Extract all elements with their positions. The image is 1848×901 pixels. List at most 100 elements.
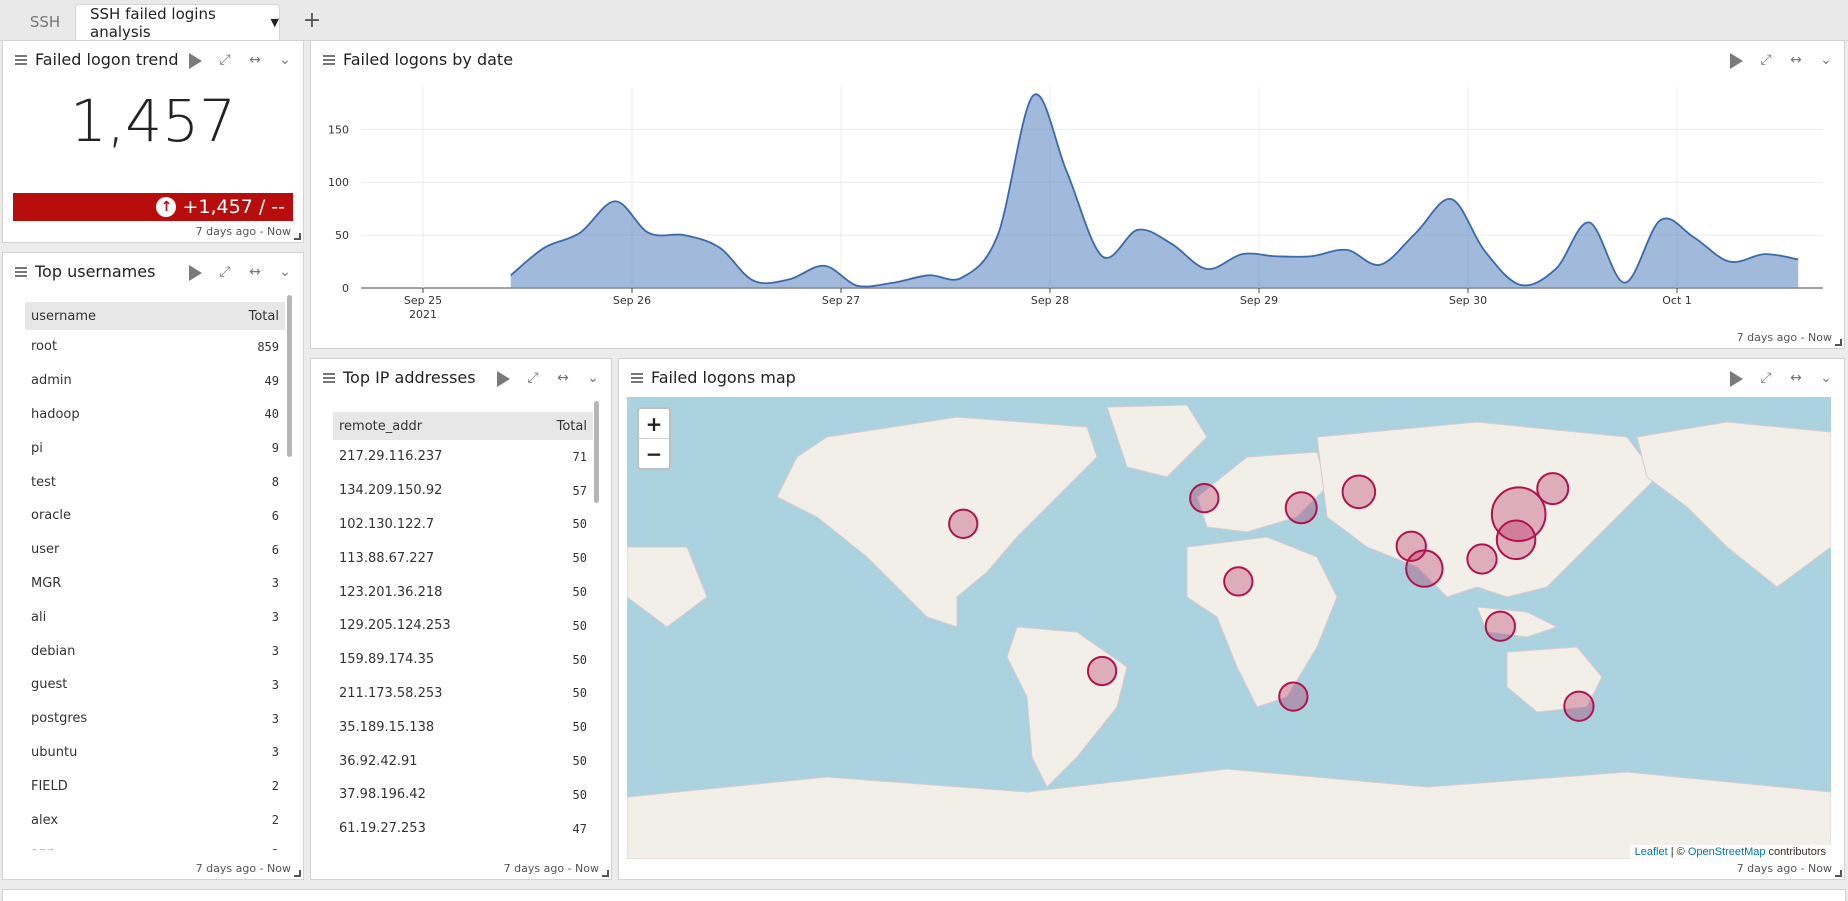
cell-total: 3 xyxy=(271,576,279,591)
cell-total: 6 xyxy=(271,508,279,523)
column-header-total[interactable]: Total xyxy=(526,412,593,440)
leaflet-link[interactable]: Leaflet xyxy=(1634,846,1668,858)
table-row[interactable]: debian 3 xyxy=(25,634,285,668)
chevron-down-icon: ⌄ xyxy=(587,370,599,386)
map-marker[interactable] xyxy=(1495,519,1537,561)
map-marker[interactable] xyxy=(948,508,979,539)
table-row[interactable]: pi 9 xyxy=(25,431,285,465)
tab-ssh[interactable]: SSH xyxy=(20,4,70,40)
table-row[interactable]: hadoop 40 xyxy=(25,398,285,432)
table-row[interactable]: 159.89.174.35 50 xyxy=(333,643,593,677)
table-row[interactable]: 113.88.67.227 50 xyxy=(333,541,593,575)
map-marker[interactable] xyxy=(1536,472,1570,506)
usernames-scrollbar[interactable] xyxy=(287,295,292,457)
table-row[interactable]: postgres 3 xyxy=(25,702,285,736)
zoom-out-button[interactable]: − xyxy=(639,438,669,468)
drag-handle-icon[interactable] xyxy=(631,373,643,383)
resize-width-button[interactable]: ↔ xyxy=(553,368,573,388)
table-row[interactable]: 217.29.116.237 71 xyxy=(333,440,593,474)
panel-menu-button[interactable]: ⌄ xyxy=(275,262,295,282)
run-button[interactable] xyxy=(185,50,205,70)
run-button[interactable] xyxy=(1726,50,1746,70)
map-marker[interactable] xyxy=(1086,655,1118,687)
resize-width-button[interactable]: ↔ xyxy=(245,262,265,282)
map-marker[interactable] xyxy=(1341,474,1377,510)
panel-menu-button[interactable]: ⌄ xyxy=(1816,50,1836,70)
table-row[interactable]: app2 xyxy=(25,837,285,850)
table-row[interactable]: 102.130.122.7 50 xyxy=(333,508,593,542)
add-tab-button[interactable]: + xyxy=(302,8,322,33)
drag-handle-icon[interactable] xyxy=(15,55,27,65)
zoom-in-button[interactable]: + xyxy=(645,411,663,436)
map-marker[interactable] xyxy=(1563,690,1595,722)
column-header-total[interactable]: Total xyxy=(192,302,285,330)
table-row[interactable]: admin 49 xyxy=(25,364,285,398)
table-row[interactable]: ali 3 xyxy=(25,600,285,634)
drag-handle-icon[interactable] xyxy=(323,55,335,65)
table-row[interactable]: 123.201.36.218 50 xyxy=(333,575,593,609)
table-row[interactable]: oracle 6 xyxy=(25,499,285,533)
panel-menu-button[interactable]: ⌄ xyxy=(1816,368,1836,388)
table-row[interactable]: FIELD 2 xyxy=(25,769,285,803)
table-row[interactable]: alex 2 xyxy=(25,803,285,837)
map-marker[interactable] xyxy=(1466,543,1498,575)
resize-width-button[interactable]: ↔ xyxy=(245,50,265,70)
table-row[interactable]: 129.205.124.253 50 xyxy=(333,609,593,643)
run-button[interactable] xyxy=(185,262,205,282)
world-map[interactable]: + − Leaflet | © OpenStreetMap contributo… xyxy=(627,397,1831,859)
expand-button[interactable]: ⤢ xyxy=(215,50,235,70)
time-range-label: 7 days ago - Now xyxy=(195,862,291,875)
map-marker[interactable] xyxy=(1278,681,1309,712)
map-markers xyxy=(948,472,1595,722)
table-row[interactable]: guest 3 xyxy=(25,668,285,702)
drag-handle-icon[interactable] xyxy=(15,267,27,277)
resize-grip-icon[interactable] xyxy=(602,870,609,877)
expand-button[interactable]: ⤢ xyxy=(1756,368,1776,388)
panel-menu-button[interactable]: ⌄ xyxy=(275,50,295,70)
table-row[interactable]: 61.19.27.253 47 xyxy=(333,812,593,846)
ip-scrollbar[interactable] xyxy=(594,401,599,503)
panel-header: Failed logons by date ⤢ ↔ ⌄ xyxy=(311,41,1844,79)
cell-label: 217.29.116.237 xyxy=(339,449,443,465)
table-row[interactable]: 36.92.42.91 50 xyxy=(333,744,593,778)
resize-grip-icon[interactable] xyxy=(294,233,301,240)
table-row[interactable]: 35.189.15.138 50 xyxy=(333,710,593,744)
table-row[interactable]: MGR 3 xyxy=(25,567,285,601)
column-header-remote-addr[interactable]: remote_addr xyxy=(333,412,527,440)
map-marker[interactable] xyxy=(1395,530,1427,562)
expand-button[interactable]: ⤢ xyxy=(1756,50,1776,70)
resize-width-button[interactable]: ↔ xyxy=(1786,50,1806,70)
table-row[interactable]: 134.209.150.92 57 xyxy=(333,474,593,508)
tab-ssh-failed-logins-analysis[interactable]: SSH failed logins analysis ▼ xyxy=(75,4,280,41)
map-marker[interactable] xyxy=(1189,483,1220,514)
resize-grip-icon[interactable] xyxy=(1835,339,1842,346)
arrows-horizontal-icon: ↔ xyxy=(557,370,569,386)
table-row[interactable]: test 8 xyxy=(25,465,285,499)
column-header-username[interactable]: username xyxy=(25,302,193,330)
y-tick-label: 100 xyxy=(328,176,349,189)
openstreetmap-link[interactable]: OpenStreetMap xyxy=(1687,846,1766,858)
resize-width-button[interactable]: ↔ xyxy=(1786,368,1806,388)
play-icon xyxy=(496,371,510,387)
map-marker[interactable] xyxy=(1223,566,1254,597)
resize-grip-icon[interactable] xyxy=(294,870,301,877)
cell-label: 134.209.150.92 xyxy=(339,483,443,499)
table-row[interactable]: 37.98.196.42 50 xyxy=(333,778,593,812)
drag-handle-icon[interactable] xyxy=(323,373,335,383)
table-row[interactable]: 211.173.58.253 50 xyxy=(333,677,593,711)
table-row[interactable]: root 859 xyxy=(25,330,285,364)
run-button[interactable] xyxy=(493,368,513,388)
land-asia xyxy=(1316,421,1658,598)
table-row[interactable]: user 6 xyxy=(25,533,285,567)
table-row[interactable]: ubuntu 3 xyxy=(25,736,285,770)
resize-grip-icon[interactable] xyxy=(1835,870,1842,877)
chevron-down-icon[interactable]: ▼ xyxy=(270,16,279,29)
run-button[interactable] xyxy=(1726,368,1746,388)
map-marker[interactable] xyxy=(1405,549,1444,588)
map-marker[interactable] xyxy=(1484,610,1516,642)
expand-button[interactable]: ⤢ xyxy=(215,262,235,282)
expand-button[interactable]: ⤢ xyxy=(523,368,543,388)
map-marker[interactable] xyxy=(1284,491,1318,525)
panel-title: Top IP addresses xyxy=(343,368,476,387)
panel-menu-button[interactable]: ⌄ xyxy=(583,368,603,388)
